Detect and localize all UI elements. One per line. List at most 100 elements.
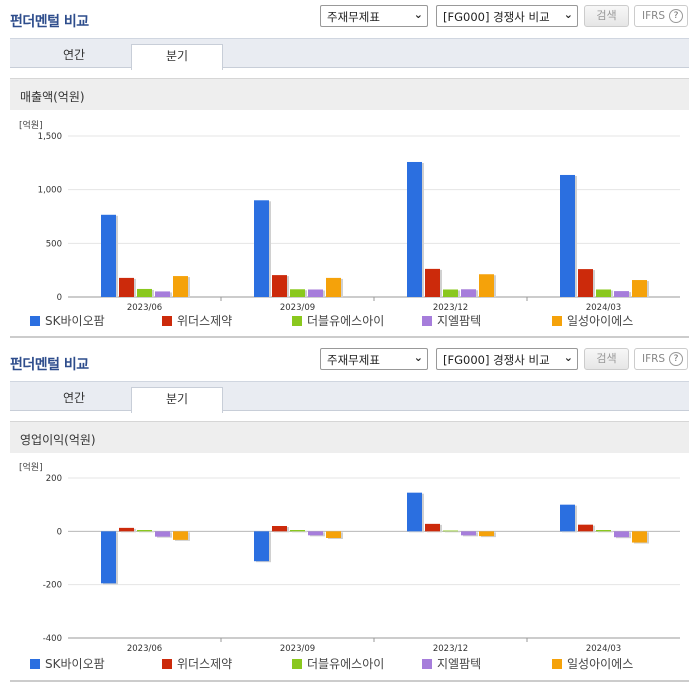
- y-tick-label: 0: [57, 527, 62, 537]
- y-tick-label: 200: [46, 474, 62, 484]
- tab-quarterly[interactable]: 분기: [131, 387, 223, 413]
- bar: [461, 289, 476, 297]
- section-title: 매출액(억원): [20, 90, 85, 104]
- bar: [560, 504, 575, 532]
- panel-header: 펀더멘털 비교 주재무제표 ⌄ [FG000] 경쟁사 비교 ⌄ 검색 IFRS…: [0, 343, 696, 377]
- statement-select[interactable]: 주재무제표 ⌄: [320, 5, 428, 27]
- legend-label: SK바이오팜: [45, 314, 105, 328]
- legend-swatch: [162, 659, 172, 669]
- bar: [596, 289, 611, 297]
- bar: [308, 289, 323, 297]
- bar: [290, 530, 305, 532]
- chevron-down-icon: ⌄: [563, 8, 573, 21]
- bar: [614, 291, 629, 297]
- bar: [560, 174, 575, 297]
- y-tick-label: 1,500: [38, 132, 62, 142]
- bar: [272, 526, 287, 532]
- panel-header: 펀더멘털 비교 주재무제표 ⌄ [FG000] 경쟁사 비교 ⌄ 검색 IFRS…: [0, 0, 696, 34]
- bar: [254, 531, 269, 562]
- legend-item[interactable]: 위더스제약: [162, 312, 232, 329]
- legend-label: 더블유에스아이: [307, 657, 385, 671]
- bar: [155, 291, 170, 297]
- bar: [425, 268, 440, 297]
- bar: [479, 274, 494, 297]
- bar: [407, 492, 422, 532]
- x-tick-label: 2023/09: [280, 644, 315, 654]
- bar: [101, 214, 116, 297]
- legend-item[interactable]: SK바이오팜: [30, 655, 105, 672]
- bar-shadow: [445, 531, 460, 533]
- x-tick-label: 2023/12: [433, 644, 468, 654]
- y-tick-label: 0: [57, 293, 62, 303]
- panel-divider: [10, 680, 689, 682]
- bar: [173, 276, 188, 297]
- y-tick-label: 500: [46, 239, 62, 249]
- bar: [407, 161, 422, 297]
- tab-annual[interactable]: 연간: [62, 48, 86, 62]
- bar: [101, 531, 116, 584]
- legend-swatch: [30, 659, 40, 669]
- bar: [137, 530, 152, 532]
- search-button[interactable]: 검색: [584, 348, 629, 370]
- section-title: 영업이익(억원): [20, 433, 96, 447]
- tab-annual[interactable]: 연간: [62, 391, 86, 405]
- chevron-down-icon: ⌄: [413, 351, 423, 364]
- ifrs-label: IFRS: [642, 353, 666, 365]
- fundamental-panel-operating-profit: 펀더멘털 비교 주재무제표 ⌄ [FG000] 경쟁사 비교 ⌄ 검색 IFRS…: [0, 343, 696, 684]
- revenue-chart: 0 500 1,000 1,500 2023/06 2023/09 2023/12 2024/…: [38, 132, 680, 313]
- tab-quarterly[interactable]: 분기: [131, 44, 223, 70]
- chevron-down-icon: ⌄: [563, 351, 573, 364]
- peer-group-select[interactable]: [FG000] 경쟁사 비교 ⌄: [436, 5, 578, 27]
- legend-swatch: [162, 316, 172, 326]
- x-tick-label: 2024/03: [586, 303, 621, 313]
- bar: [461, 531, 476, 536]
- legend-item[interactable]: 위더스제약: [162, 655, 232, 672]
- period-tabs: 연간 분기: [10, 38, 689, 70]
- panel-title: 펀더멘털 비교: [10, 14, 89, 30]
- bar: [596, 530, 611, 532]
- period-tabs: 연간 분기: [10, 381, 689, 413]
- legend-item[interactable]: 지엘팜텍: [422, 655, 481, 672]
- legend-item[interactable]: 일성아이에스: [552, 655, 633, 672]
- legend-swatch: [552, 316, 562, 326]
- bar: [119, 527, 134, 532]
- peer-group-select[interactable]: [FG000] 경쟁사 비교 ⌄: [436, 348, 578, 370]
- help-icon: ?: [669, 9, 683, 23]
- chevron-down-icon: ⌄: [413, 8, 423, 21]
- ifrs-button[interactable]: IFRS ?: [634, 348, 688, 370]
- bar: [632, 280, 647, 297]
- fundamental-panel-revenue: 펀더멘털 비교 주재무제표 ⌄ [FG000] 경쟁사 비교 ⌄ 검색 IFRS…: [0, 0, 696, 340]
- x-tick-label: 2023/06: [127, 303, 162, 313]
- search-button[interactable]: 검색: [584, 5, 629, 27]
- legend-item[interactable]: 더블유에스아이: [292, 655, 384, 672]
- bar: [155, 531, 170, 537]
- bar: [326, 277, 341, 297]
- help-icon: ?: [669, 352, 683, 366]
- y-tick-label: -200: [43, 581, 62, 591]
- legend-label: 더블유에스아이: [307, 314, 385, 328]
- unit-label: [억원]: [19, 463, 43, 473]
- legend-label: 위더스제약: [177, 657, 233, 671]
- legend-label: 일성아이에스: [567, 314, 634, 328]
- bar: [254, 200, 269, 297]
- legend-item[interactable]: SK바이오팜: [30, 312, 105, 329]
- ifrs-button[interactable]: IFRS ?: [634, 5, 688, 27]
- bar: [443, 530, 458, 532]
- legend-item[interactable]: 지엘팜텍: [422, 312, 481, 329]
- peer-group-select-value: [FG000] 경쟁사 비교: [443, 353, 550, 367]
- legend-item[interactable]: 일성아이에스: [552, 312, 633, 329]
- bar: [632, 531, 647, 543]
- x-tick-label: 2024/03: [586, 644, 621, 654]
- statement-select[interactable]: 주재무제표 ⌄: [320, 348, 428, 370]
- bar: [137, 288, 152, 297]
- bar: [326, 531, 341, 538]
- legend-swatch: [422, 659, 432, 669]
- bar-shadow: [292, 531, 307, 533]
- legend-swatch: [292, 659, 302, 669]
- bar-shadow: [598, 531, 613, 533]
- legend-swatch: [552, 659, 562, 669]
- legend-item[interactable]: 더블유에스아이: [292, 312, 384, 329]
- bar: [173, 531, 188, 540]
- bar: [578, 269, 593, 297]
- peer-group-select-value: [FG000] 경쟁사 비교: [443, 10, 550, 24]
